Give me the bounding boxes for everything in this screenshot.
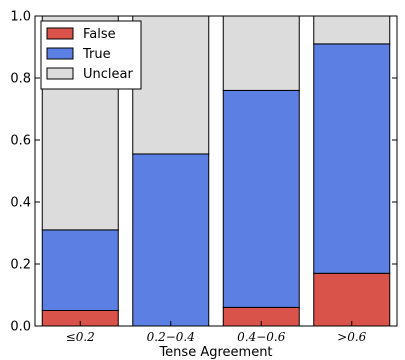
bar-segment-false-3 — [313, 272, 391, 327]
x-tick-label: >0.6 — [337, 330, 367, 344]
legend-swatch-unclear — [46, 67, 74, 80]
y-axis-ticks: 0.0 0.2 0.4 0.6 0.8 1.0 — [10, 10, 397, 335]
legend-label-false: False — [83, 27, 116, 42]
bar-segment-unclear-1 — [132, 15, 210, 155]
y-tick-label: 1.0 — [10, 10, 31, 25]
x-axis-ticks: ≤0.2 0.2−0.4 0.4−0.6 >0.6 — [66, 321, 367, 344]
legend-swatch-true — [46, 47, 74, 60]
y-tick-label: 0.8 — [10, 72, 31, 87]
bar-segment-unclear-2 — [222, 15, 300, 91]
legend: False True Unclear — [40, 20, 142, 90]
plot-frame — [34, 15, 398, 327]
y-tick-label: 0.4 — [10, 196, 31, 211]
legend-label-unclear: Unclear — [83, 67, 133, 82]
legend-label-true: True — [82, 47, 111, 62]
bar-segment-true-3 — [313, 43, 391, 274]
bar-segment-true-1 — [132, 153, 210, 327]
bars-layer — [41, 15, 391, 327]
bar-segment-true-2 — [222, 89, 300, 308]
x-axis-label: Tense Agreement — [158, 345, 272, 360]
y-tick-label: 0.2 — [10, 258, 31, 273]
legend-swatch-false — [46, 27, 74, 40]
y-tick-label: 0.0 — [10, 320, 31, 335]
bar-segment-true-0 — [41, 229, 119, 311]
x-tick-label: 0.2−0.4 — [147, 330, 195, 344]
bar-segment-unclear-3 — [313, 15, 391, 45]
y-tick-label: 0.6 — [10, 134, 31, 149]
x-tick-label: 0.4−0.6 — [237, 330, 286, 344]
x-tick-label: ≤0.2 — [66, 330, 95, 344]
